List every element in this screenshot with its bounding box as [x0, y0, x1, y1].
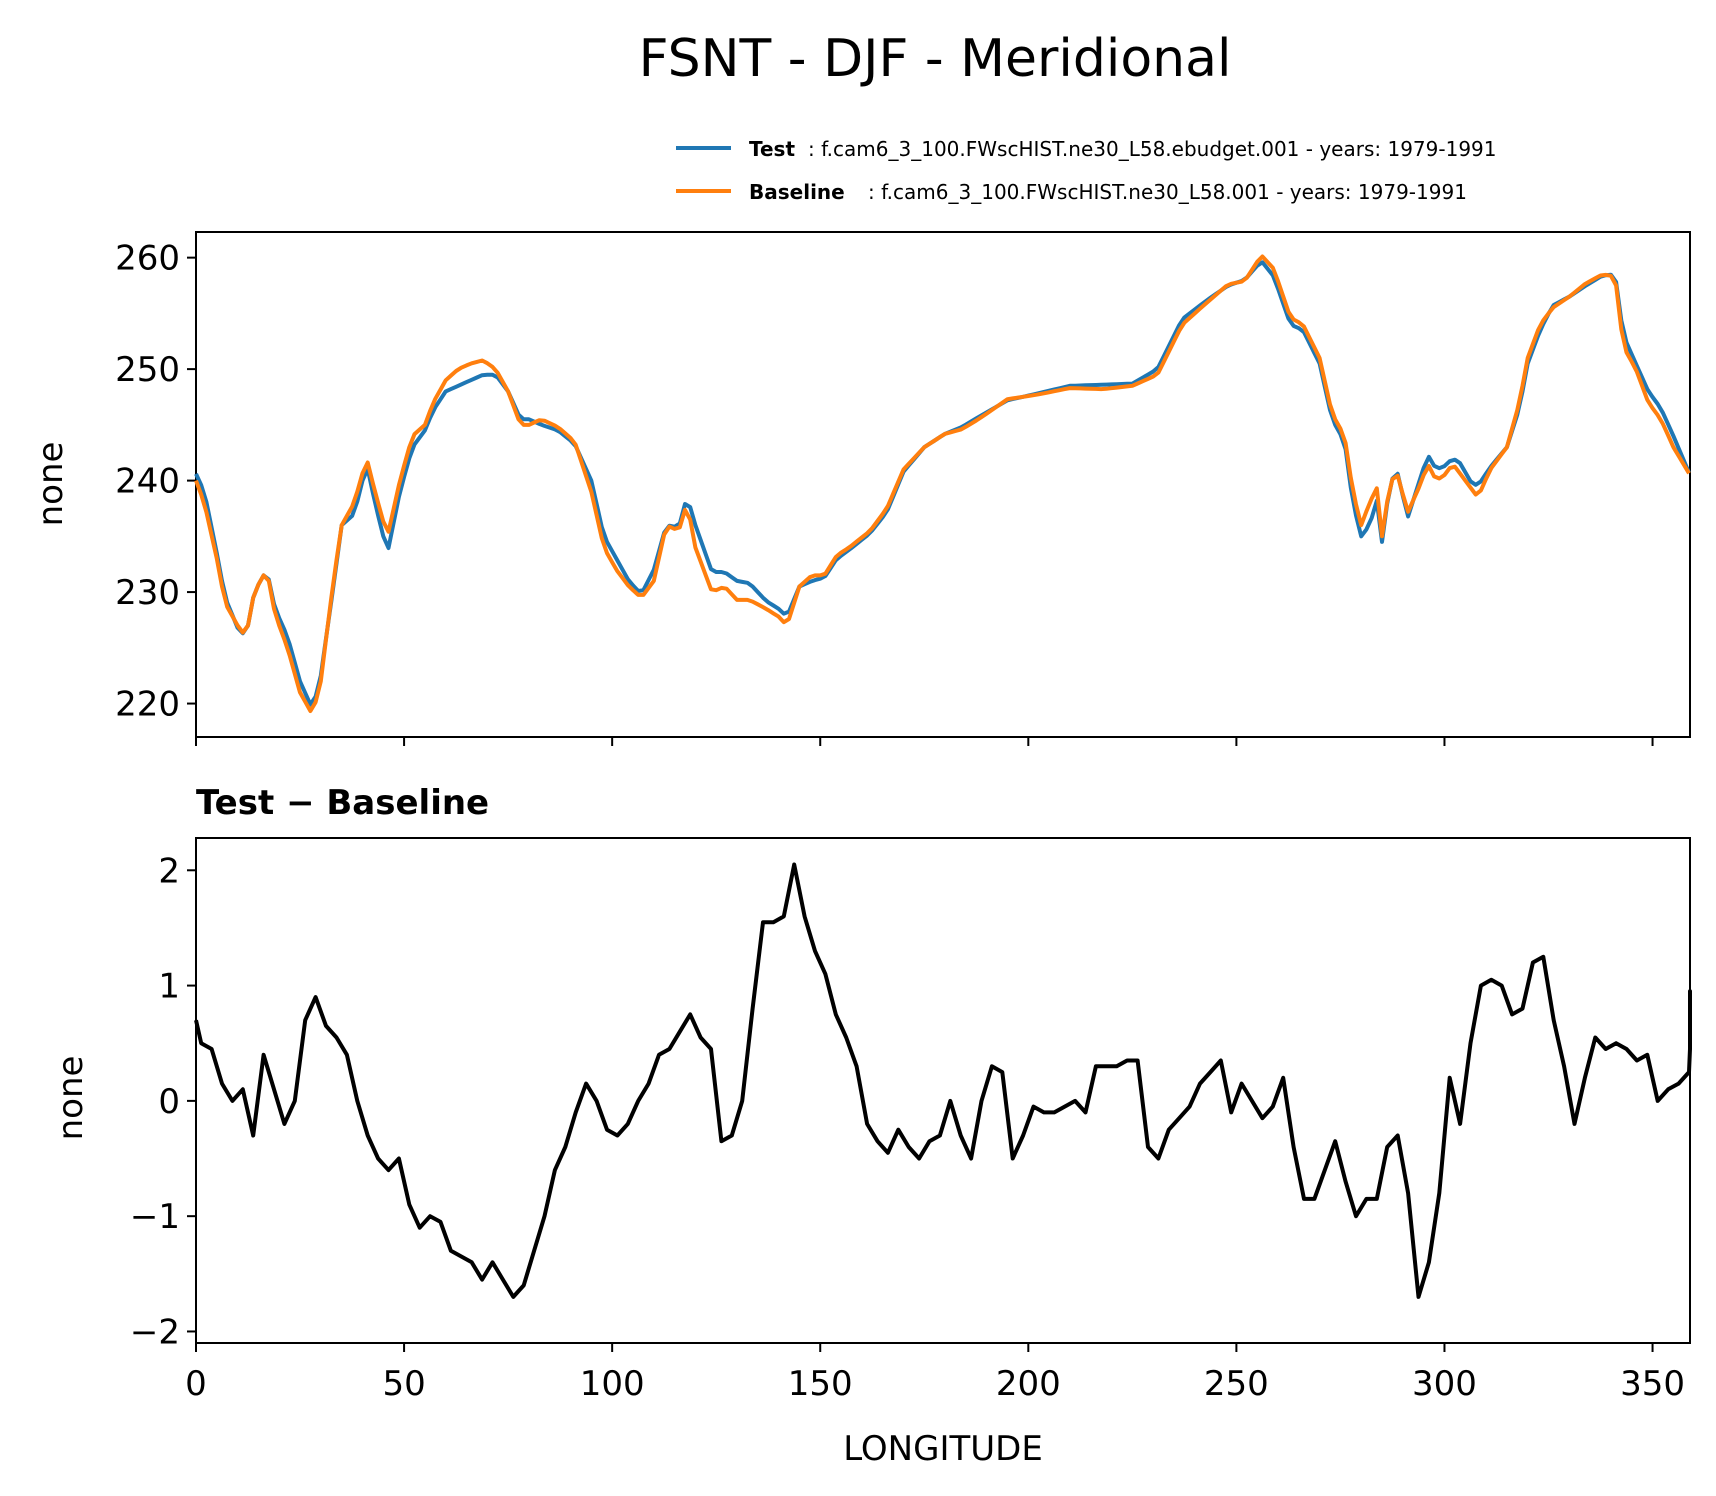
xtick-label: 300	[1412, 1364, 1477, 1404]
xtick-label: 0	[185, 1364, 207, 1404]
top-ytick-label: 240	[115, 462, 180, 502]
bottom-plot-frame	[195, 837, 1691, 1344]
legend-label-baseline: Baseline	[749, 180, 845, 204]
chart-title: FSNT - DJF - Meridional	[639, 29, 1232, 89]
series-baseline	[194, 254, 1691, 713]
bottom-ytick-label: 0	[158, 1082, 180, 1122]
bottom-ytick-label: −1	[130, 1197, 180, 1237]
top-ytick-label: 230	[115, 573, 180, 613]
bottom-panel: Test − Baseline none LONGITUDE −2 −1 0 1 2 0 5…	[51, 783, 1692, 1469]
top-panel: none 220 230 240 250 260	[31, 231, 1691, 746]
bottom-y-axis-label: none	[51, 1056, 91, 1141]
top-ytick-label: 220	[115, 685, 180, 725]
legend-desc-baseline: : f.cam6_3_100.FWscHIST.ne30_L58.001 - y…	[868, 180, 1467, 204]
bottom-panel-title: Test − Baseline	[196, 783, 489, 823]
top-ytick-label: 250	[115, 350, 180, 390]
legend-desc-test: : f.cam6_3_100.FWscHIST.ne30_L58.ebudget…	[808, 137, 1497, 161]
xtick-label: 150	[788, 1364, 853, 1404]
xtick-label: 100	[580, 1364, 645, 1404]
xtick-label: 200	[996, 1364, 1061, 1404]
bottom-ytick-label: 1	[158, 967, 180, 1007]
x-axis-label: LONGITUDE	[843, 1429, 1043, 1469]
xtick-label: 250	[1204, 1364, 1269, 1404]
top-ytick-label: 260	[115, 239, 180, 279]
series-difference	[194, 862, 1692, 1299]
bottom-ytick-label: 2	[158, 851, 180, 891]
legend: Test : f.cam6_3_100.FWscHIST.ne30_L58.eb…	[676, 137, 1497, 204]
legend-label-test: Test	[749, 137, 795, 161]
xtick-label: 50	[382, 1364, 425, 1404]
bottom-ytick-label: −2	[130, 1312, 180, 1352]
xtick-label: 350	[1620, 1364, 1685, 1404]
top-y-axis-label: none	[31, 442, 71, 527]
